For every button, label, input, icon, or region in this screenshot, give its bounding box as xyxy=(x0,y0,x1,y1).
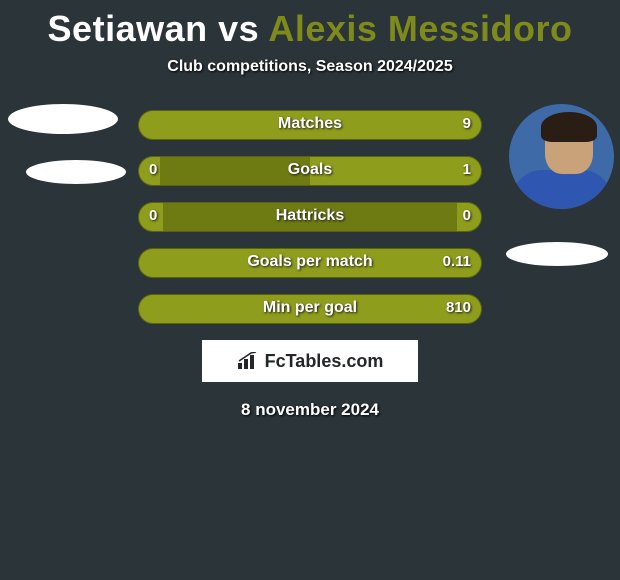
stat-value-right: 810 xyxy=(446,299,471,316)
stat-row: Hattricks0 0 xyxy=(138,202,482,232)
stat-label: Matches xyxy=(139,115,481,133)
comparison-content: Matches9Goals01Hattricks00Goals per matc… xyxy=(0,110,620,324)
decorative-oval xyxy=(506,242,608,266)
title-player1: Setiawan xyxy=(48,8,208,49)
player2-avatar-column xyxy=(509,104,614,209)
title-player2: Alexis Messidoro xyxy=(268,8,572,49)
stat-value-left: 0 xyxy=(149,207,157,224)
stat-label: Goals per match xyxy=(139,253,481,271)
logo-text: FcTables.com xyxy=(265,351,384,372)
stat-value-right: 0 xyxy=(463,207,471,224)
stat-value-right: 9 xyxy=(463,115,471,132)
stat-label: Min per goal xyxy=(139,299,481,317)
page-title: Setiawan vs Alexis Messidoro xyxy=(0,0,620,50)
stat-value-right: 0.11 xyxy=(443,253,471,270)
stat-value-left: 0 xyxy=(149,161,157,178)
bar-chart-icon xyxy=(237,352,259,370)
stat-value-right: 1 xyxy=(463,161,471,178)
decorative-oval xyxy=(8,104,118,134)
stat-bars: Matches9Goals01Hattricks00Goals per matc… xyxy=(138,110,482,324)
title-vs: vs xyxy=(218,8,259,49)
avatar-hair xyxy=(541,112,597,142)
stat-row: Goals per match0.11 xyxy=(138,248,482,278)
stat-label: Hattricks xyxy=(139,207,481,225)
stat-label: Goals xyxy=(139,161,481,179)
date-label: 8 november 2024 xyxy=(0,400,620,420)
stat-row: Min per goal810 xyxy=(138,294,482,324)
subtitle: Club competitions, Season 2024/2025 xyxy=(0,58,620,76)
avatar-jersey xyxy=(512,170,612,209)
logo-box: FcTables.com xyxy=(202,340,418,382)
stat-row: Matches9 xyxy=(138,110,482,140)
decorative-oval xyxy=(26,160,126,184)
player2-avatar xyxy=(509,104,614,209)
stat-row: Goals0 1 xyxy=(138,156,482,186)
